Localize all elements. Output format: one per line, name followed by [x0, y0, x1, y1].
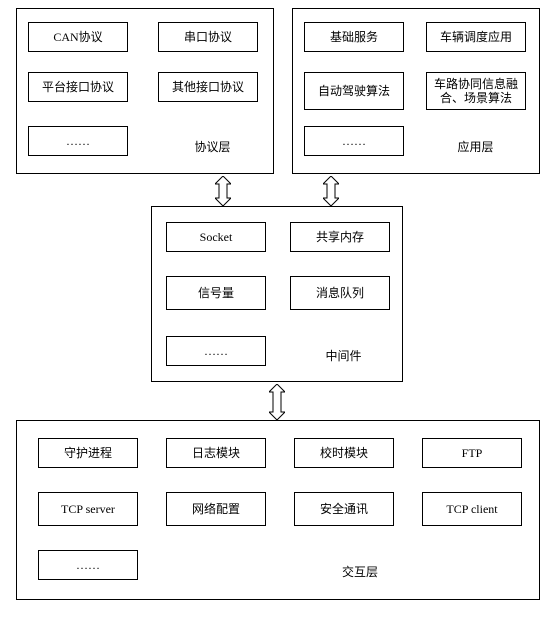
application-item-3-label: 车路协同信息融合、场景算法: [429, 77, 523, 106]
protocol-item-3: 其他接口协议: [158, 72, 258, 102]
interaction-item-0-label: 守护进程: [64, 446, 112, 460]
interaction-item-4: TCP server: [38, 492, 138, 526]
middleware-item-0: Socket: [166, 222, 266, 252]
arrow-0: [215, 176, 231, 206]
middleware-item-1-label: 共享内存: [316, 230, 364, 244]
interaction-item-5: 网络配置: [166, 492, 266, 526]
application-item-0: 基础服务: [304, 22, 404, 52]
interaction-item-7-label: TCP client: [446, 502, 497, 516]
middleware-item-2-label: 信号量: [198, 286, 234, 300]
protocol-layer-title-text: 协议层: [194, 138, 230, 155]
middleware-item-2: 信号量: [166, 276, 266, 310]
arrow-1: [323, 176, 339, 206]
protocol-item-0-label: CAN协议: [53, 30, 102, 44]
interaction-item-6: 安全通讯: [294, 492, 394, 526]
middleware-layer-title-text: 中间件: [325, 347, 361, 364]
interaction-item-8: ……: [38, 550, 138, 580]
interaction-item-0: 守护进程: [38, 438, 138, 468]
middleware-layer-title: 中间件: [296, 344, 391, 366]
interaction-item-8-label: ……: [76, 558, 100, 572]
application-layer-title: 应用层: [428, 135, 523, 157]
protocol-item-0: CAN协议: [28, 22, 128, 52]
protocol-item-2: 平台接口协议: [28, 72, 128, 102]
protocol-item-3-label: 其他接口协议: [172, 80, 244, 94]
interaction-layer-title: 交互层: [230, 560, 490, 582]
interaction-layer-title-text: 交互层: [342, 563, 378, 580]
protocol-item-4-label: ……: [66, 134, 90, 148]
protocol-item-1: 串口协议: [158, 22, 258, 52]
interaction-item-2: 校时模块: [294, 438, 394, 468]
interaction-item-1: 日志模块: [166, 438, 266, 468]
protocol-item-4: ……: [28, 126, 128, 156]
application-item-4: ……: [304, 126, 404, 156]
interaction-item-3: FTP: [422, 438, 522, 468]
middleware-item-1: 共享内存: [290, 222, 390, 252]
arrow-2: [269, 384, 285, 420]
application-item-3: 车路协同信息融合、场景算法: [426, 72, 526, 110]
application-item-2: 自动驾驶算法: [304, 72, 404, 110]
application-layer-title-text: 应用层: [457, 138, 493, 155]
interaction-item-5-label: 网络配置: [192, 502, 240, 516]
application-item-2-label: 自动驾驶算法: [318, 84, 390, 98]
application-item-1-label: 车辆调度应用: [440, 30, 512, 44]
application-item-1: 车辆调度应用: [426, 22, 526, 52]
middleware-item-3-label: 消息队列: [316, 286, 364, 300]
middleware-item-4: ……: [166, 336, 266, 366]
application-item-4-label: ……: [342, 134, 366, 148]
protocol-item-1-label: 串口协议: [184, 30, 232, 44]
interaction-item-6-label: 安全通讯: [320, 502, 368, 516]
middleware-item-4-label: ……: [204, 344, 228, 358]
interaction-item-7: TCP client: [422, 492, 522, 526]
middleware-item-3: 消息队列: [290, 276, 390, 310]
application-item-0-label: 基础服务: [330, 30, 378, 44]
interaction-item-4-label: TCP server: [61, 502, 115, 516]
protocol-item-2-label: 平台接口协议: [42, 80, 114, 94]
interaction-item-3-label: FTP: [462, 446, 483, 460]
interaction-item-1-label: 日志模块: [192, 446, 240, 460]
interaction-item-2-label: 校时模块: [320, 446, 368, 460]
protocol-layer-title: 协议层: [165, 135, 260, 157]
middleware-item-0-label: Socket: [200, 230, 233, 244]
